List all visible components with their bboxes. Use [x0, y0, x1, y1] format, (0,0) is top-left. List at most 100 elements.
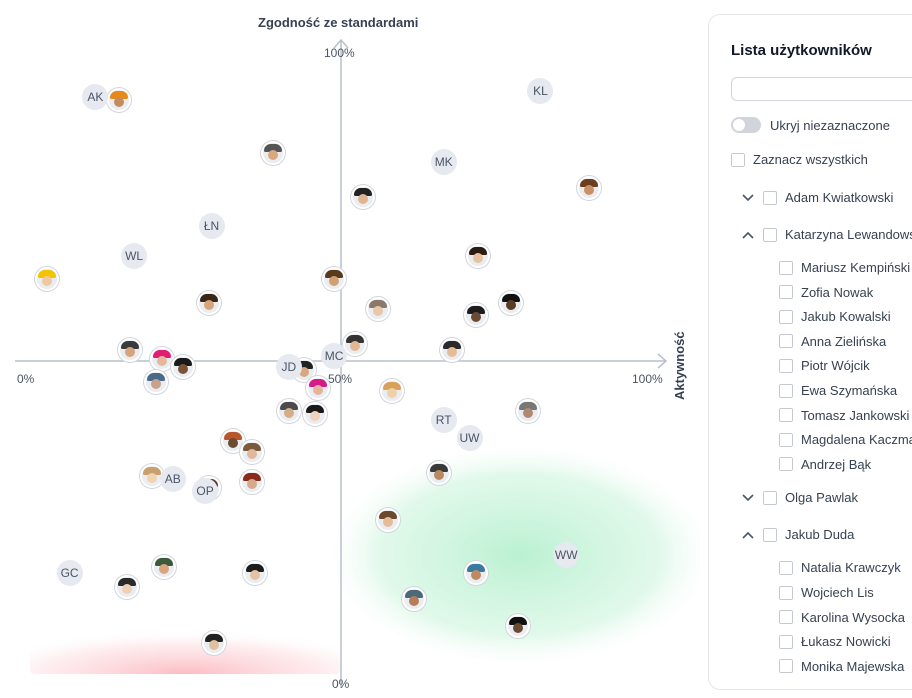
user-row[interactable]: Ewa Szymańska — [779, 383, 897, 398]
chevron-down-icon[interactable] — [739, 491, 757, 505]
user-avatar-point[interactable] — [261, 141, 286, 166]
user-avatar-point[interactable] — [440, 337, 465, 362]
user-avatar-point[interactable] — [171, 355, 196, 380]
user-avatar-point[interactable] — [376, 507, 401, 532]
chevron-down-icon[interactable] — [739, 191, 757, 205]
user-avatar-point[interactable] — [351, 185, 376, 210]
user-row[interactable]: Tomasz Jankowski — [779, 408, 909, 423]
avatar-hair — [368, 299, 387, 308]
user-avatar-point[interactable] — [322, 267, 347, 292]
user-checkbox[interactable] — [779, 408, 793, 423]
user-initials-point[interactable]: JD — [275, 354, 302, 381]
user-avatar-point[interactable] — [380, 378, 405, 403]
user-checkbox[interactable] — [779, 457, 793, 472]
user-row[interactable]: Piotr Wójcik — [779, 358, 870, 373]
avatar-face — [113, 97, 124, 108]
user-avatar-point[interactable] — [505, 613, 530, 638]
user-initials-point[interactable]: OP — [192, 477, 219, 504]
user-checkbox[interactable] — [779, 383, 793, 398]
user-initials-point[interactable]: MC — [321, 342, 348, 369]
user-initials-point[interactable]: AK — [82, 84, 109, 111]
avatar-hair — [468, 246, 487, 255]
user-initials-point[interactable]: RT — [430, 407, 457, 434]
user-checkbox[interactable] — [779, 610, 793, 625]
user-initials-point[interactable]: KL — [527, 78, 554, 105]
avatar-face — [151, 379, 162, 390]
user-row[interactable]: Magdalena Kaczmarek — [779, 432, 912, 447]
user-avatar-point[interactable] — [343, 331, 368, 356]
user-checkbox[interactable] — [779, 585, 793, 600]
select-all-checkbox[interactable] — [731, 152, 745, 167]
user-initials-point[interactable]: MK — [430, 148, 457, 175]
user-initials-point[interactable]: WL — [121, 242, 148, 269]
user-row[interactable]: Andrzej Bąk — [779, 457, 871, 472]
chevron-up-icon[interactable] — [739, 228, 757, 242]
user-avatar-point[interactable] — [139, 463, 164, 488]
user-checkbox[interactable] — [779, 334, 793, 349]
user-avatar-point[interactable] — [465, 243, 490, 268]
user-avatar-point[interactable] — [427, 461, 452, 486]
user-checkbox[interactable] — [779, 358, 793, 373]
user-row[interactable]: Zofia Nowak — [779, 285, 873, 300]
group-label: Katarzyna Lewandowska — [785, 227, 912, 242]
user-avatar-point[interactable] — [152, 554, 177, 579]
user-avatar-point[interactable] — [240, 440, 265, 465]
user-initials-point[interactable]: GC — [56, 559, 83, 586]
user-initials-point[interactable]: AB — [159, 465, 186, 492]
user-avatar-point[interactable] — [240, 469, 265, 494]
group-checkbox[interactable] — [763, 490, 777, 505]
user-initials-point[interactable]: ŁN — [198, 213, 225, 240]
hide-unselected-toggle[interactable] — [731, 117, 761, 133]
user-row[interactable]: Natalia Krawczyk — [779, 560, 901, 575]
chevron-up-icon[interactable] — [739, 528, 757, 542]
user-checkbox[interactable] — [779, 432, 793, 447]
user-avatar-point[interactable] — [305, 375, 330, 400]
user-row[interactable]: Karolina Wysocka — [779, 610, 905, 625]
user-avatar-point[interactable] — [144, 370, 169, 395]
user-avatar-point[interactable] — [515, 399, 540, 424]
user-avatar-point[interactable] — [499, 290, 524, 315]
user-row[interactable]: Jakub Kowalski — [779, 309, 891, 324]
user-row[interactable]: Anna Zielińska — [779, 334, 886, 349]
user-avatar-point[interactable] — [463, 560, 488, 585]
user-checkbox[interactable] — [779, 309, 793, 324]
user-avatar-point[interactable] — [196, 290, 221, 315]
user-avatar-point[interactable] — [463, 302, 488, 327]
user-row[interactable]: Wojciech Lis — [779, 585, 874, 600]
user-avatar-point[interactable] — [106, 88, 131, 113]
avatar-face — [125, 346, 136, 357]
user-checkbox[interactable] — [779, 560, 793, 575]
search-input[interactable] — [731, 77, 912, 101]
group-checkbox[interactable] — [763, 527, 777, 542]
select-all-row[interactable]: Zaznacz wszystkich — [731, 152, 868, 167]
avatar-hair — [118, 578, 136, 587]
user-avatar-point[interactable] — [402, 587, 427, 612]
avatar-face — [146, 472, 157, 483]
user-row[interactable]: Łukasz Nowicki — [779, 634, 891, 649]
user-avatar-point[interactable] — [242, 560, 267, 585]
user-checkbox[interactable] — [779, 659, 793, 674]
user-avatar-point[interactable] — [302, 402, 327, 427]
user-avatar-point[interactable] — [35, 267, 60, 292]
user-group-row[interactable]: Jakub Duda — [739, 527, 854, 542]
group-checkbox[interactable] — [763, 190, 777, 205]
user-checkbox[interactable] — [779, 285, 793, 300]
user-avatar-point[interactable] — [118, 337, 143, 362]
user-row[interactable]: Monika Majewska — [779, 659, 904, 674]
user-initials-point[interactable]: UW — [456, 424, 483, 451]
user-checkbox[interactable] — [779, 634, 793, 649]
user-avatar-point[interactable] — [576, 176, 601, 201]
user-avatar-point[interactable] — [276, 399, 301, 424]
user-avatar-point[interactable] — [115, 575, 139, 600]
user-avatar-point[interactable] — [149, 346, 174, 371]
group-checkbox[interactable] — [763, 227, 777, 242]
user-checkbox[interactable] — [779, 260, 793, 275]
user-row[interactable]: Mariusz Kempiński — [779, 260, 910, 275]
user-group-row[interactable]: Olga Pawlak — [739, 490, 858, 505]
user-avatar-point[interactable] — [220, 428, 245, 453]
user-avatar-point[interactable] — [202, 631, 227, 656]
user-initials-point[interactable]: WW — [553, 542, 580, 569]
user-avatar-point[interactable] — [365, 296, 390, 321]
user-group-row[interactable]: Adam Kwiatkowski — [739, 190, 893, 205]
user-group-row[interactable]: Katarzyna Lewandowska — [739, 227, 912, 242]
